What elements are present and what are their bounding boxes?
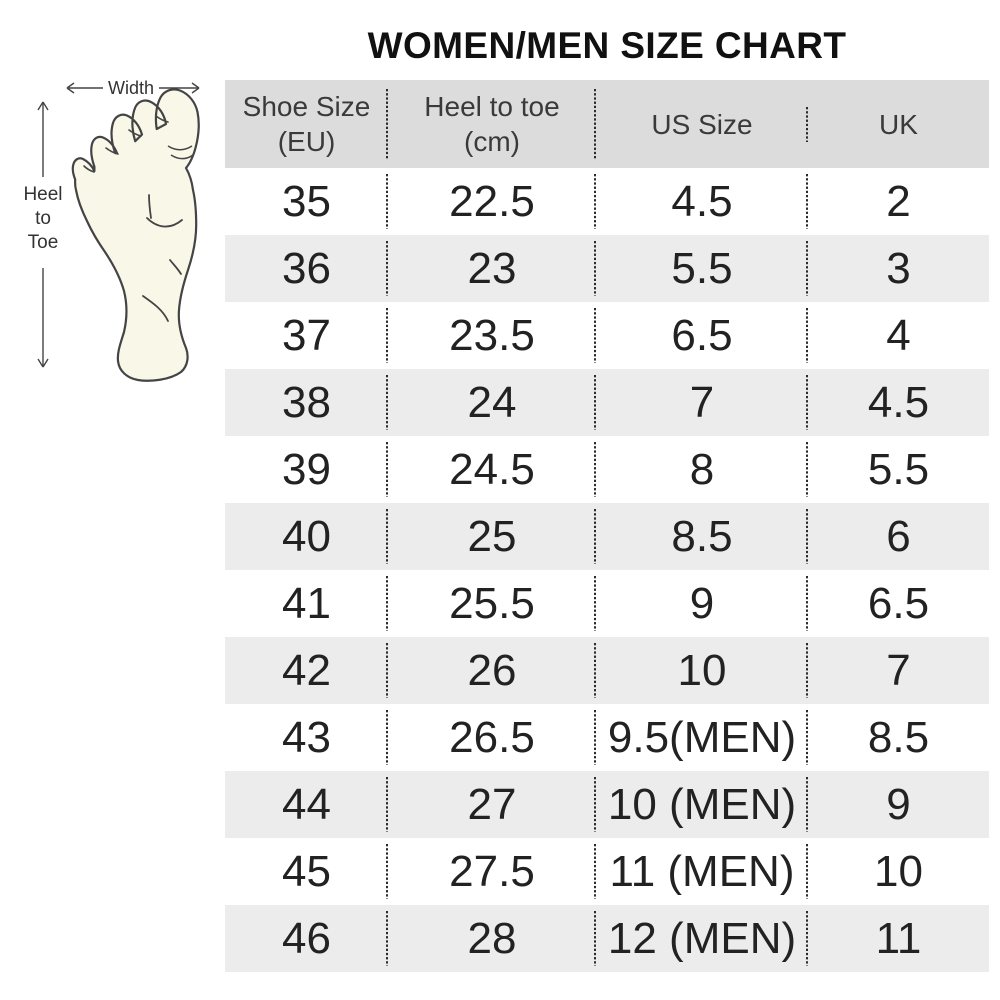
svg-text:Width: Width bbox=[108, 78, 154, 98]
svg-text:Toe: Toe bbox=[28, 232, 59, 253]
svg-text:Heel: Heel bbox=[23, 184, 62, 205]
svg-text:to: to bbox=[35, 208, 51, 229]
